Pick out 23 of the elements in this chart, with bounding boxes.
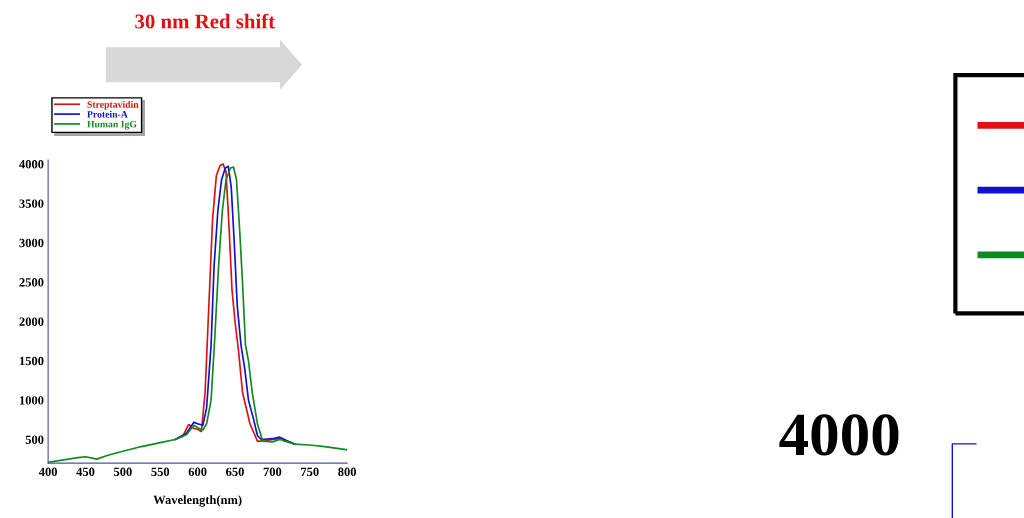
text: 4000 — [779, 414, 899, 456]
y-tick-label: 1500 — [19, 356, 44, 366]
x-tick-label: 500 — [114, 467, 132, 477]
y-tick-label: 2500 — [19, 278, 44, 287]
x-tick-label: 450 — [76, 467, 95, 477]
legend-label: Protein-A — [87, 110, 128, 118]
x-tick-label: 700 — [263, 467, 282, 477]
x-tick-label: 800 — [338, 467, 357, 477]
y-tick-label: 1000 — [19, 396, 44, 405]
x-axis-title: Wavelength(nm) — [153, 495, 242, 507]
x-tick-label: 750 — [301, 467, 319, 477]
legend-label: Streptavidin — [87, 100, 139, 110]
x-tick-label: 550 — [151, 467, 170, 477]
y-tick-label: 500 — [25, 435, 44, 444]
legend-label: Human IgG — [87, 120, 137, 130]
x-tick-label: 650 — [226, 467, 244, 477]
x-tick-label: 600 — [188, 467, 207, 477]
y-tick-label: 2000 — [19, 317, 44, 326]
y-tick-label: 4000 — [19, 160, 44, 169]
x-tick-label: 400 — [38, 467, 58, 477]
chart-title: 30 nm Red shift — [135, 13, 276, 29]
y-tick-label: 3500 — [19, 199, 44, 208]
y-tick-label: 3000 — [19, 238, 44, 248]
